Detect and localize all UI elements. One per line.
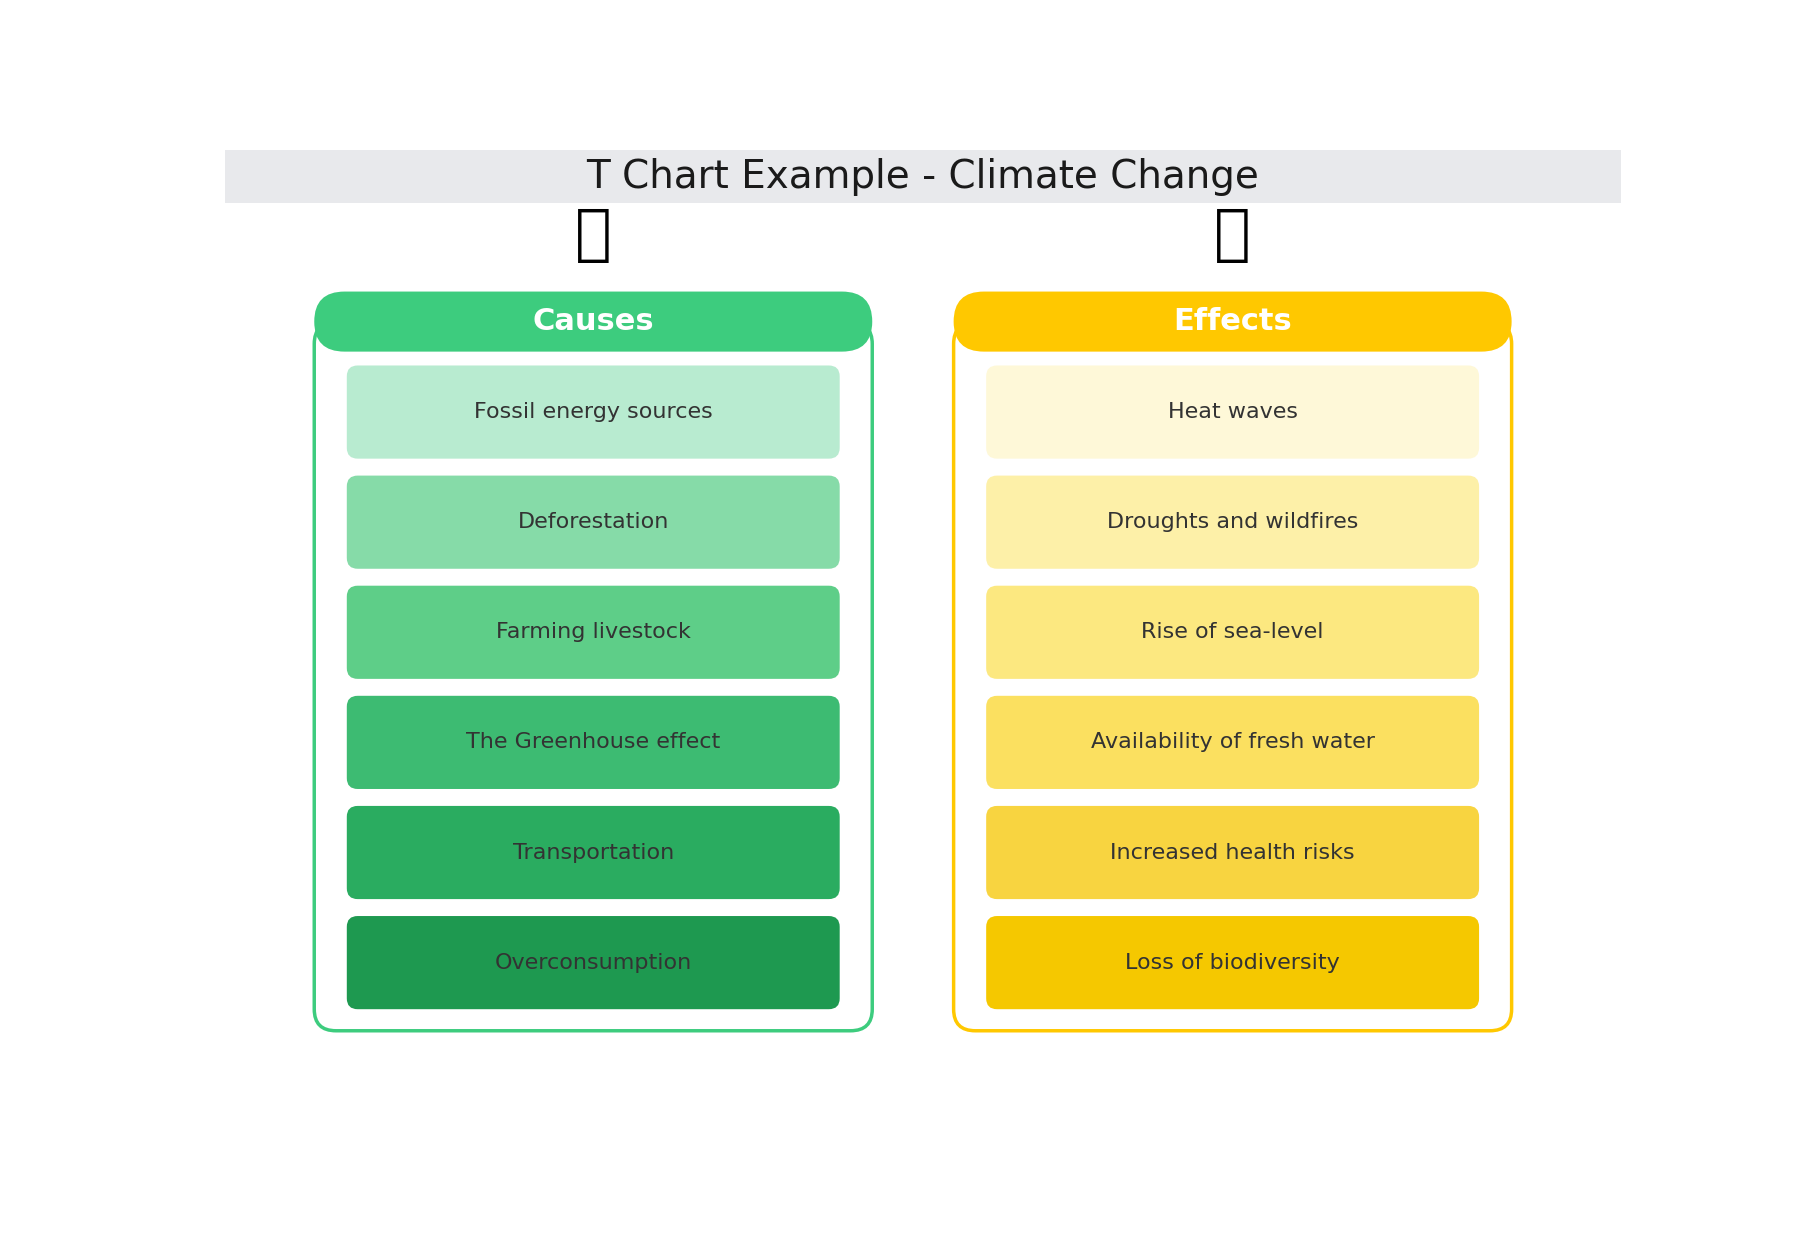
- FancyBboxPatch shape: [313, 291, 872, 352]
- FancyBboxPatch shape: [987, 476, 1479, 568]
- Text: Rise of sea-level: Rise of sea-level: [1142, 622, 1324, 642]
- Text: Overconsumption: Overconsumption: [495, 953, 692, 973]
- FancyBboxPatch shape: [348, 806, 839, 899]
- FancyBboxPatch shape: [348, 696, 839, 789]
- Text: T Chart Example - Climate Change: T Chart Example - Climate Change: [585, 157, 1259, 196]
- FancyBboxPatch shape: [987, 696, 1479, 789]
- Text: Farming livestock: Farming livestock: [495, 622, 692, 642]
- Text: Causes: Causes: [533, 307, 654, 336]
- Text: 🚧: 🚧: [1214, 206, 1252, 265]
- Text: 💡: 💡: [575, 206, 612, 265]
- FancyBboxPatch shape: [987, 806, 1479, 899]
- FancyBboxPatch shape: [987, 366, 1479, 458]
- FancyBboxPatch shape: [348, 366, 839, 458]
- FancyBboxPatch shape: [313, 322, 872, 1030]
- Text: Increased health risks: Increased health risks: [1109, 843, 1354, 863]
- Text: Transportation: Transportation: [513, 843, 674, 863]
- Text: Availability of fresh water: Availability of fresh water: [1091, 732, 1374, 752]
- FancyBboxPatch shape: [953, 291, 1511, 352]
- FancyBboxPatch shape: [987, 586, 1479, 679]
- Text: Fossil energy sources: Fossil energy sources: [474, 402, 713, 422]
- FancyBboxPatch shape: [348, 476, 839, 568]
- Text: Loss of biodiversity: Loss of biodiversity: [1126, 953, 1340, 973]
- Bar: [225, 150, 1621, 204]
- FancyBboxPatch shape: [987, 916, 1479, 1009]
- FancyBboxPatch shape: [953, 322, 1511, 1030]
- Text: Heat waves: Heat waves: [1167, 402, 1299, 422]
- FancyBboxPatch shape: [348, 916, 839, 1009]
- FancyBboxPatch shape: [348, 586, 839, 679]
- Text: The Greenhouse effect: The Greenhouse effect: [466, 732, 720, 752]
- Text: Deforestation: Deforestation: [517, 512, 668, 532]
- Text: Effects: Effects: [1172, 307, 1291, 336]
- Text: Droughts and wildfires: Droughts and wildfires: [1108, 512, 1358, 532]
